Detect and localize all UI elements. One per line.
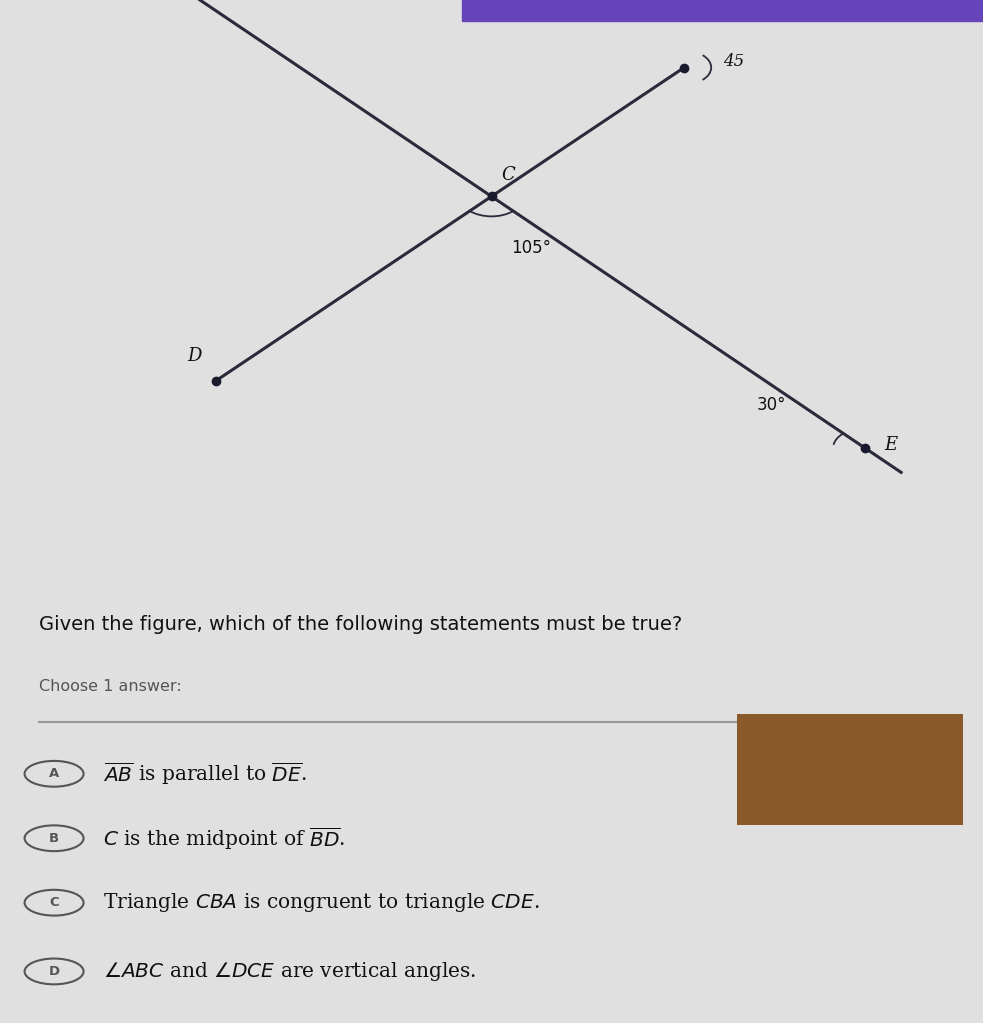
Text: Given the figure, which of the following statements must be true?: Given the figure, which of the following… <box>39 615 682 634</box>
Text: A: A <box>49 767 59 781</box>
Text: 105°: 105° <box>511 239 551 258</box>
Text: $\overline{AB}$ is parallel to $\overline{DE}$.: $\overline{AB}$ is parallel to $\overlin… <box>103 760 307 788</box>
Bar <box>737 714 963 826</box>
Text: 30°: 30° <box>757 396 786 414</box>
Text: $C$ is the midpoint of $\overline{BD}$.: $C$ is the midpoint of $\overline{BD}$. <box>103 825 345 852</box>
Text: B: B <box>49 832 59 845</box>
Text: D: D <box>48 965 60 978</box>
Text: D: D <box>187 347 202 365</box>
Text: Choose 1 answer:: Choose 1 answer: <box>39 679 182 695</box>
Text: Triangle $CBA$ is congruent to triangle $CDE$.: Triangle $CBA$ is congruent to triangle … <box>103 891 540 915</box>
Bar <box>462 0 983 21</box>
Text: E: E <box>885 436 897 454</box>
Text: C: C <box>49 896 59 909</box>
Text: $\angle ABC$ and $\angle DCE$ are vertical angles.: $\angle ABC$ and $\angle DCE$ are vertic… <box>103 960 477 983</box>
Text: C: C <box>501 166 515 184</box>
Text: 45: 45 <box>723 53 745 70</box>
